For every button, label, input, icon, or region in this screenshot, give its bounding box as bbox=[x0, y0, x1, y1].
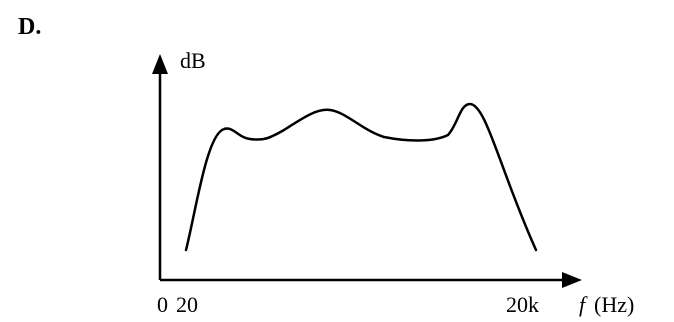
x-axis-arrow-icon bbox=[562, 272, 582, 288]
x-axis-variable-label: f bbox=[579, 292, 588, 317]
frequency-response-curve bbox=[184, 102, 538, 252]
x-axis-start-label: 20 bbox=[176, 292, 198, 317]
x-axis-origin-label: 0 bbox=[157, 292, 168, 317]
x-axis-unit-label: (Hz) bbox=[594, 292, 634, 317]
option-label: D. bbox=[18, 14, 41, 40]
y-axis-arrow-icon bbox=[152, 54, 168, 74]
x-axis-end-label: 20k bbox=[506, 292, 539, 317]
y-axis-label: dB bbox=[180, 48, 206, 73]
